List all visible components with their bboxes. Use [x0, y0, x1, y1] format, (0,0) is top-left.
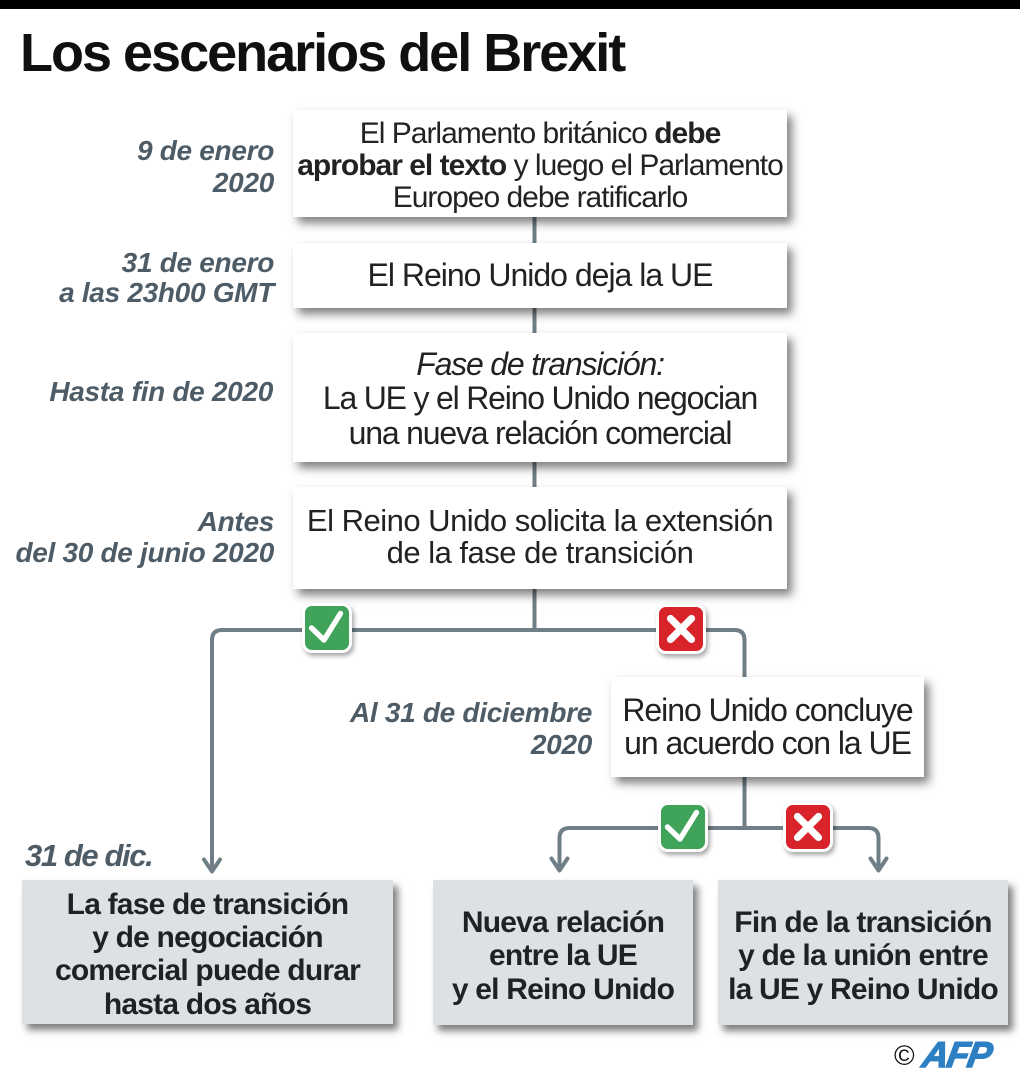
svg-text:AFP: AFP — [918, 1038, 996, 1072]
